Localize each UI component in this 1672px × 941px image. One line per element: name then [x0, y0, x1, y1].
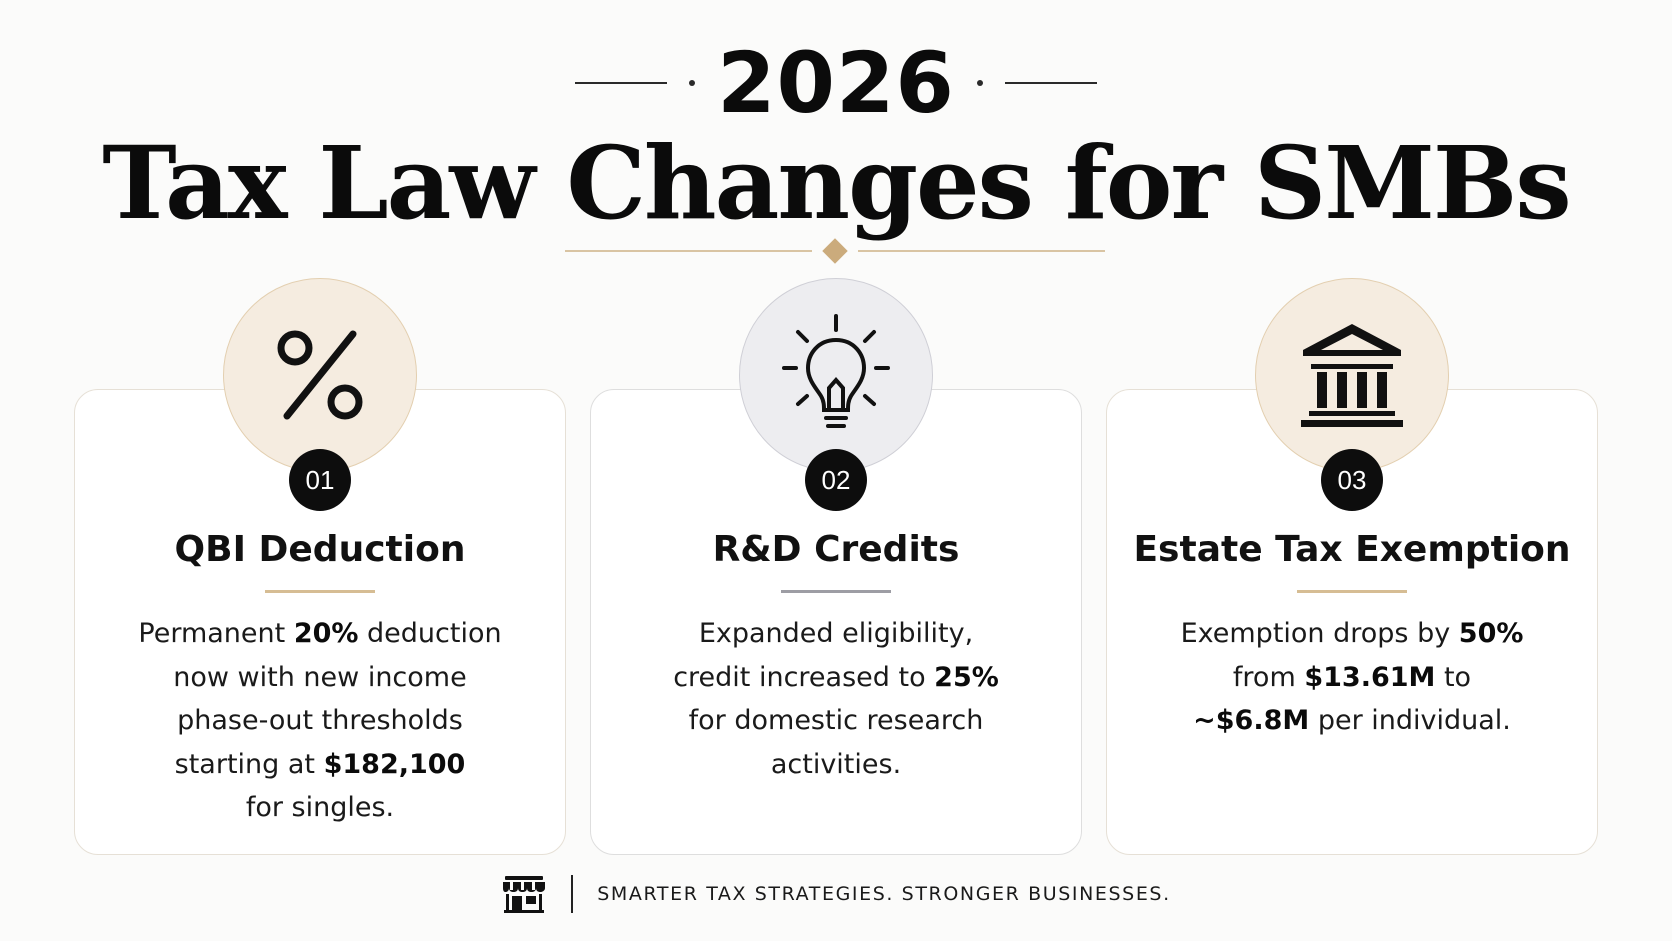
- divider-right-line: [858, 250, 1105, 252]
- card-title-qbi: QBI Deduction: [174, 529, 466, 570]
- body-line: from $13.61M to: [1106, 656, 1598, 700]
- card-body-qbi: Permanent 20% deduction now with new inc…: [74, 612, 566, 830]
- year-header: 2026: [0, 38, 1672, 128]
- body-highlight: ~$6.8M: [1193, 705, 1310, 736]
- year-right-rule: [1004, 82, 1097, 84]
- body-line: now with new income: [74, 656, 566, 700]
- body-highlight: 25%: [934, 661, 999, 693]
- lightbulb-icon-circle: [739, 278, 933, 472]
- percent-icon-circle: [223, 278, 417, 472]
- footer-separator: [571, 875, 574, 913]
- body-line: ~$6.8M per individual.: [1106, 699, 1598, 743]
- percent-icon: [277, 330, 363, 420]
- body-highlight: $13.61M: [1304, 661, 1436, 693]
- body-highlight: 20%: [293, 618, 359, 649]
- number-badge-01: 01: [289, 449, 351, 511]
- body-text: phase-out thresholds: [177, 705, 463, 736]
- body-line: Permanent 20% deduction: [74, 612, 566, 656]
- diamond-ornament-icon: [822, 238, 848, 264]
- number-badge-03: 03: [1321, 449, 1383, 511]
- card-title-underline: [1297, 590, 1407, 593]
- body-text: per individual.: [1309, 705, 1511, 736]
- body-text: from: [1232, 661, 1305, 693]
- card-title-rd: R&D Credits: [712, 529, 960, 570]
- divider-left-line: [565, 250, 812, 252]
- year-left-dot: [689, 80, 696, 86]
- card-title-underline: [265, 590, 375, 593]
- card-title-estate: Estate Tax Exemption: [1133, 529, 1571, 570]
- title-divider: [565, 238, 1105, 264]
- body-text: for domestic research: [688, 705, 984, 736]
- year-right-dot: [976, 80, 983, 86]
- card-body-estate: Exemption drops by 50% from $13.61M to ~…: [1106, 612, 1598, 743]
- body-line: for singles.: [74, 786, 566, 830]
- body-text: credit increased to: [673, 661, 935, 693]
- footer: SMARTER TAX STRATEGIES. STRONGER BUSINES…: [0, 872, 1672, 916]
- body-line: Exemption drops by 50%: [1106, 612, 1598, 656]
- body-text: deduction: [358, 618, 502, 649]
- year-heading: 2026: [717, 34, 955, 132]
- body-text: starting at: [174, 748, 324, 780]
- body-line: activities.: [590, 743, 1082, 787]
- number-badge-02: 02: [805, 449, 867, 511]
- card-body-rd: Expanded eligibility, credit increased t…: [590, 612, 1082, 786]
- body-text: Permanent: [138, 618, 294, 649]
- footer-tagline: SMARTER TAX STRATEGIES. STRONGER BUSINES…: [597, 883, 1171, 905]
- body-text: to: [1435, 661, 1472, 693]
- body-highlight: $182,100: [323, 748, 466, 780]
- body-text: for singles.: [245, 792, 395, 823]
- card-title-underline: [781, 590, 891, 593]
- body-text: Expanded eligibility,: [698, 618, 974, 649]
- body-line: starting at $182,100: [74, 743, 566, 787]
- page-title: Tax Law Changes for SMBs: [102, 124, 1571, 242]
- body-text: now with new income: [173, 661, 467, 693]
- body-line: phase-out thresholds: [74, 699, 566, 743]
- storefront-icon: [503, 876, 546, 913]
- year-left-rule: [575, 82, 668, 84]
- body-text: Exemption drops by: [1180, 618, 1459, 649]
- body-text: activities.: [770, 748, 902, 780]
- body-highlight: 50%: [1458, 618, 1524, 649]
- bank-building-icon-circle: [1255, 278, 1449, 472]
- bank-building-icon: [1301, 324, 1403, 427]
- body-line: for domestic research: [590, 699, 1082, 743]
- body-line: credit increased to 25%: [590, 656, 1082, 700]
- body-line: Expanded eligibility,: [590, 612, 1082, 656]
- lightbulb-icon: [782, 314, 890, 428]
